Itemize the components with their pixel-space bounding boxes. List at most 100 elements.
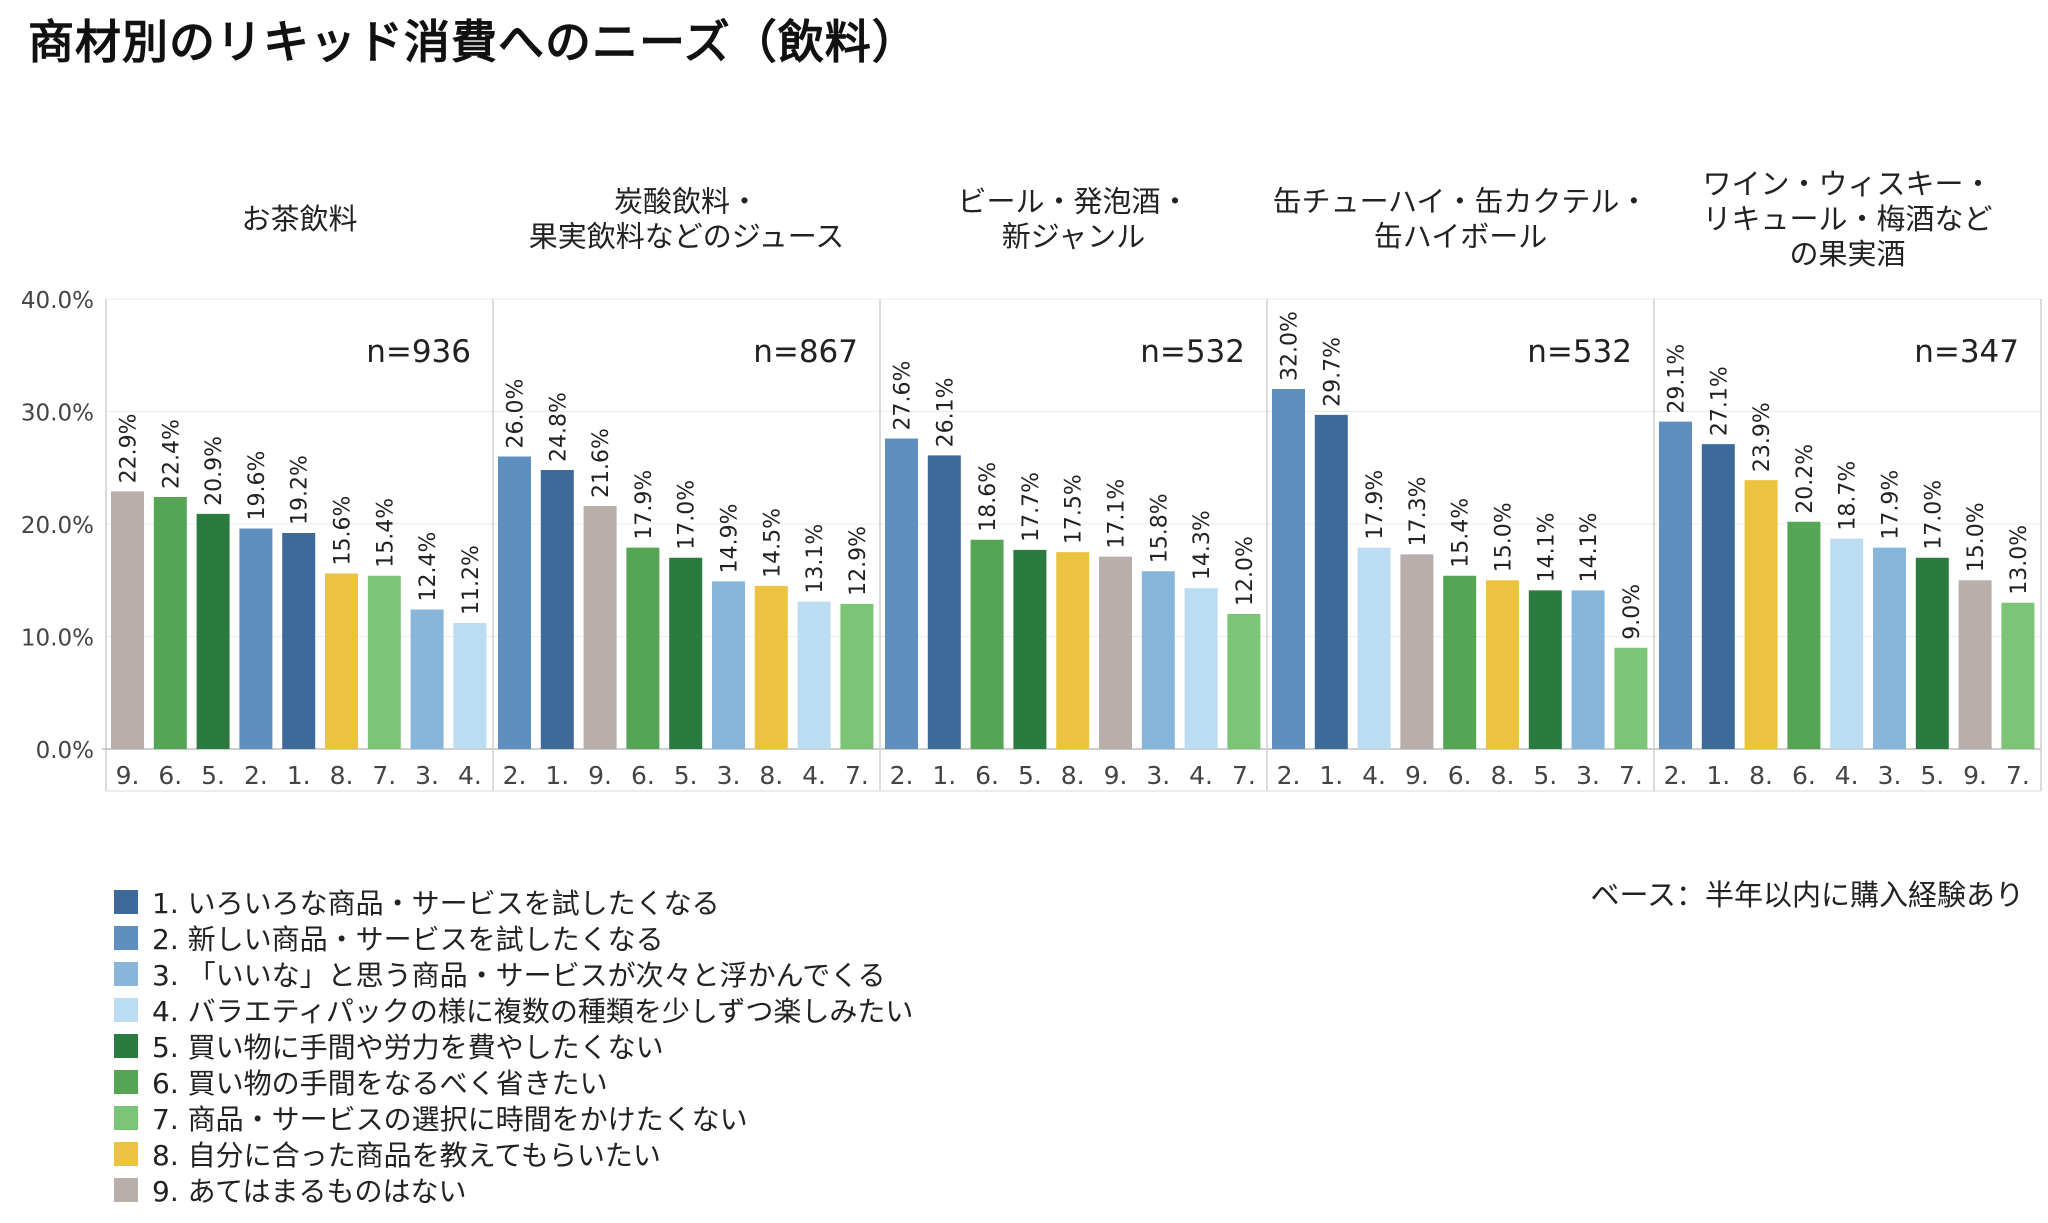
data-label: 9.0% (1620, 584, 1645, 640)
data-label: 15.8% (1147, 493, 1172, 563)
bar (1357, 547, 1391, 749)
data-label: 24.8% (546, 392, 571, 462)
bar (840, 603, 874, 749)
data-label: 20.9% (202, 436, 227, 506)
legend-label: 1. いろいろな商品・サービスを試したくなる (152, 887, 720, 920)
data-label: 23.9% (1750, 402, 1775, 472)
panel-title: 炭酸飲料・ (614, 185, 759, 219)
bar (1314, 414, 1348, 749)
data-label: 18.7% (1836, 461, 1861, 531)
legend-item: 7. 商品・サービスの選択に時間をかけたくない (114, 1100, 913, 1136)
chart-title: 商材別のリキッド消費へのニーズ（飲料） (28, 15, 919, 69)
bar (325, 573, 358, 749)
x-tick-label: 7. (1232, 761, 1256, 790)
x-tick-label: 3. (1576, 761, 1600, 790)
bar (239, 528, 273, 749)
bar (797, 601, 831, 749)
data-label: 14.1% (1577, 512, 1602, 582)
bar (1443, 575, 1477, 749)
data-label: 17.9% (1879, 470, 1904, 540)
data-label: 14.5% (760, 508, 785, 578)
sample-size-label: n=532 (1527, 334, 1632, 370)
bar (927, 455, 961, 749)
legend-swatch (114, 1070, 138, 1094)
sample-size-label: n=867 (753, 334, 858, 370)
legend-swatch (114, 1178, 138, 1202)
legend-swatch (114, 890, 138, 914)
x-tick-label: 5. (1920, 761, 1944, 790)
data-label: 17.9% (632, 470, 657, 540)
x-tick-label: 5. (1018, 761, 1042, 790)
sample-size-label: n=936 (366, 334, 471, 370)
bar (885, 438, 918, 749)
bar (282, 533, 316, 749)
data-label: 15.4% (373, 498, 398, 568)
x-tick-label: 3. (415, 761, 439, 790)
data-label: 11.2% (459, 545, 484, 615)
bar (1614, 647, 1648, 749)
bar (1227, 614, 1261, 749)
panel-title: 缶ハイボール (1374, 220, 1547, 254)
panel-title: ビール・発泡酒・ (957, 185, 1189, 219)
bar (1272, 389, 1305, 749)
panel-title: 缶チューハイ・缶カクテル・ (1273, 185, 1649, 219)
data-label: 20.2% (1793, 444, 1818, 514)
data-label: 15.6% (331, 496, 356, 566)
bar (1873, 547, 1906, 749)
y-tick-label: 0.0% (36, 738, 94, 764)
data-label: 32.0% (1278, 311, 1303, 381)
legend-swatch (114, 1106, 138, 1130)
data-label: 21.6% (589, 428, 614, 498)
x-tick-label: 4. (1189, 761, 1213, 790)
x-tick-label: 6. (975, 761, 999, 790)
x-tick-label: 8. (1491, 761, 1515, 790)
data-label: 15.4% (1449, 498, 1474, 568)
legend-item: 5. 買い物に手間や労力を費やしたくない (114, 1028, 913, 1064)
x-tick-label: 7. (1619, 761, 1643, 790)
panel-title: ワイン・ウィスキー・ (1702, 167, 1992, 201)
x-tick-label: 9. (1104, 761, 1128, 790)
legend-item: 6. 買い物の手間をなるべく省きたい (114, 1064, 913, 1100)
legend-label: 3. 「いいな」と思う商品・サービスが次々と浮かんでくる (152, 959, 886, 992)
data-label: 15.0% (1492, 502, 1517, 572)
legend-label: 6. 買い物の手間をなるべく省きたい (152, 1067, 608, 1100)
x-tick-label: 7. (2006, 761, 2030, 790)
panel-title: 果実飲料などのジュース (529, 220, 845, 254)
data-label: 14.3% (1190, 510, 1215, 580)
bar (498, 456, 531, 749)
data-label: 26.1% (933, 377, 958, 447)
x-tick-label: 4. (1835, 761, 1859, 790)
data-label: 12.0% (1233, 536, 1258, 606)
x-tick-label: 2. (244, 761, 268, 790)
y-tick-label: 10.0% (21, 626, 94, 652)
x-tick-label: 7. (845, 761, 869, 790)
bar (153, 497, 187, 749)
data-label: 18.6% (976, 462, 1001, 532)
x-tick-label: 2. (1664, 761, 1688, 790)
legend-label: 5. 買い物に手間や労力を費やしたくない (152, 1031, 664, 1064)
x-tick-label: 5. (674, 761, 698, 790)
data-label: 29.1% (1665, 344, 1690, 414)
bar (970, 539, 1004, 749)
bar (1744, 480, 1778, 749)
y-tick-label: 30.0% (21, 401, 94, 427)
data-label: 12.4% (416, 532, 441, 602)
x-tick-label: 1. (1706, 761, 1730, 790)
y-tick-label: 20.0% (21, 513, 94, 539)
bar (1571, 590, 1605, 749)
x-tick-label: 4. (802, 761, 826, 790)
bar (626, 547, 660, 749)
legend-swatch (114, 998, 138, 1022)
x-tick-label: 3. (717, 761, 741, 790)
legend-item: 3. 「いいな」と思う商品・サービスが次々と浮かんでくる (114, 956, 913, 992)
legend-label: 7. 商品・サービスの選択に時間をかけたくない (152, 1103, 748, 1136)
data-label: 22.9% (117, 413, 142, 483)
bar (1486, 580, 1519, 749)
legend-item: 4. バラエティパックの様に複数の種類を少しずつ楽しみたい (114, 992, 913, 1028)
data-label: 17.1% (1105, 479, 1130, 549)
data-label: 19.6% (245, 451, 270, 521)
sample-size-label: n=347 (1914, 334, 2019, 370)
data-label: 14.1% (1534, 512, 1559, 582)
x-tick-label: 9. (116, 761, 140, 790)
